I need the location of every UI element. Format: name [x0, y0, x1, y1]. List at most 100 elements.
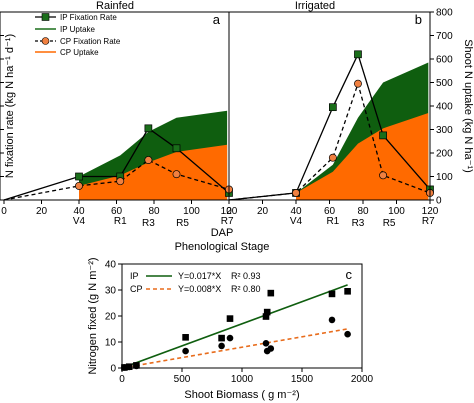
x-axis-label-dap: DAP — [211, 227, 234, 239]
legend-ip-rate-marker — [41, 13, 50, 21]
c-x-tick-label: 1000 — [231, 374, 254, 385]
stage-label: R5 — [383, 218, 396, 229]
cp-fit-line — [121, 328, 348, 369]
b-ip-marker — [379, 131, 387, 140]
left-y-axis-label: N fixation rate (kg N ha⁻¹ d⁻¹) — [4, 34, 16, 178]
stage-label: R3 — [142, 218, 155, 229]
ip-point — [267, 289, 275, 297]
cp-point — [344, 330, 351, 338]
x-tick-label: 60 — [324, 206, 336, 217]
legend-ip-uptake-label: IP Uptake — [60, 25, 96, 34]
x-tick-label: 40 — [290, 206, 302, 217]
y-right-tick-label: 300 — [436, 125, 453, 136]
y-right-tick-label: 600 — [436, 55, 453, 66]
cp-point — [182, 347, 189, 355]
x-tick-label: 80 — [148, 206, 160, 217]
y-right-tick-label: 0 — [436, 196, 442, 207]
stage-label: R3 — [352, 218, 365, 229]
y-right-tick-label: 200 — [436, 149, 453, 160]
legend-ip-fit-r2: R² 0.93 — [231, 271, 261, 281]
ip-point — [226, 315, 234, 322]
c-x-tick-label: 500 — [174, 374, 191, 385]
panel-a-rainfed: Rainfed 020406080100120V4R1R3R5R70123456… — [0, 0, 238, 229]
x-tick-label: 100 — [388, 206, 405, 217]
b-cp-marker — [354, 79, 362, 88]
cp-point — [121, 364, 128, 371]
b-ip-marker — [354, 50, 362, 59]
stage-label: R7 — [221, 216, 234, 227]
x-tick-label: 20 — [36, 206, 48, 217]
x-tick-label: 100 — [183, 206, 200, 217]
legend-cp-rate-marker — [41, 37, 50, 45]
legend-ip-fit-name: IP — [130, 271, 139, 281]
legend-cp-fit-r2: R² 0.80 — [231, 284, 261, 294]
right-y-axis-label: Shoot N uptake (kg N ha⁻¹) — [462, 39, 474, 173]
c-x-tick-label: 1500 — [291, 374, 314, 385]
x-tick-label: 0 — [1, 206, 7, 217]
ip-point — [262, 313, 270, 320]
b-cp-marker — [379, 171, 388, 180]
ip-point — [344, 288, 351, 295]
cp-point — [218, 342, 225, 350]
b-cp-uptake-area — [296, 113, 429, 200]
panel-c-y-axis-label: Nitrogen fixed (g N m⁻²) — [87, 257, 99, 374]
ip-point — [263, 308, 271, 316]
stage-label: R1 — [326, 216, 339, 227]
x-tick-label: 40 — [73, 206, 85, 217]
stage-label: V4 — [290, 216, 303, 227]
stage-label: R1 — [114, 216, 127, 227]
b-ip-marker — [329, 103, 337, 112]
panel-b-title: Irrigated — [295, 0, 335, 12]
legend-ip-rate-label: IP Fixation Rate — [60, 13, 117, 22]
c-y-tick-label: 30 — [105, 286, 117, 297]
c-y-tick-label: 40 — [105, 260, 117, 271]
a-cp-marker — [116, 177, 125, 186]
x-tick-label: 0 — [226, 206, 232, 217]
y-right-tick-label: 100 — [436, 172, 453, 183]
a-cp-marker — [172, 170, 181, 179]
panel-a-title: Rainfed — [96, 0, 134, 12]
legend-cp-uptake-label: CP Uptake — [60, 48, 99, 57]
b-cp-marker — [328, 153, 337, 162]
x-axis-label-stage: Phenological Stage — [175, 241, 270, 253]
x-tick-label: 120 — [422, 206, 439, 217]
ip-point — [182, 334, 189, 341]
a-ip-fixation-line — [3, 127, 230, 201]
legend-ip-fit-equation: Y=0.017*X — [178, 271, 221, 281]
panel-c-legend: IP Y=0.017*X R² 0.93 CP Y=0.008*X R² 0.8… — [130, 271, 261, 294]
y-right-tick-label: 800 — [436, 8, 453, 19]
x-tick-label: 60 — [111, 206, 123, 217]
x-tick-label: 80 — [357, 206, 369, 217]
panel-c-x-axis-label: Shoot Biomass ( g m⁻²) — [184, 389, 299, 401]
c-y-tick-label: 0 — [110, 364, 116, 375]
cp-point — [328, 316, 336, 324]
cp-point — [226, 334, 234, 342]
a-cp-uptake-area — [79, 144, 228, 200]
cp-point — [262, 340, 270, 347]
x-tick-label: 20 — [257, 206, 269, 217]
c-y-tick-label: 10 — [105, 338, 117, 349]
panel-b-letter: b — [415, 12, 422, 27]
stage-label: R5 — [176, 218, 189, 229]
c-x-tick-label: 2000 — [351, 374, 374, 385]
a-cp-marker — [75, 181, 83, 190]
y-right-tick-label: 400 — [436, 102, 453, 113]
cp-point — [267, 345, 275, 352]
legend-cp-fit-equation: Y=0.008*X — [178, 284, 221, 294]
b-cp-fixation-line — [228, 81, 431, 201]
a-cp-marker — [144, 156, 153, 164]
legend-cp-fit-name: CP — [130, 284, 143, 294]
a-ip-marker — [172, 144, 181, 153]
x-tick-label: 120 — [221, 206, 238, 217]
legend: IP Fixation Rate IP Uptake CP Fixation R… — [35, 13, 121, 57]
ip-point — [328, 290, 336, 298]
ip-fit-line — [121, 284, 348, 369]
panel-c-scatter: 0 500 1000 1500 2000 0 10 20 30 40 c IP Y=0.017*X… — [105, 260, 374, 386]
a-cp-fixation-line — [3, 159, 230, 201]
a-ip-marker — [75, 172, 83, 181]
cp-point — [125, 363, 133, 371]
b-cp-marker — [292, 188, 300, 197]
y-right-tick-label: 700 — [436, 31, 453, 42]
